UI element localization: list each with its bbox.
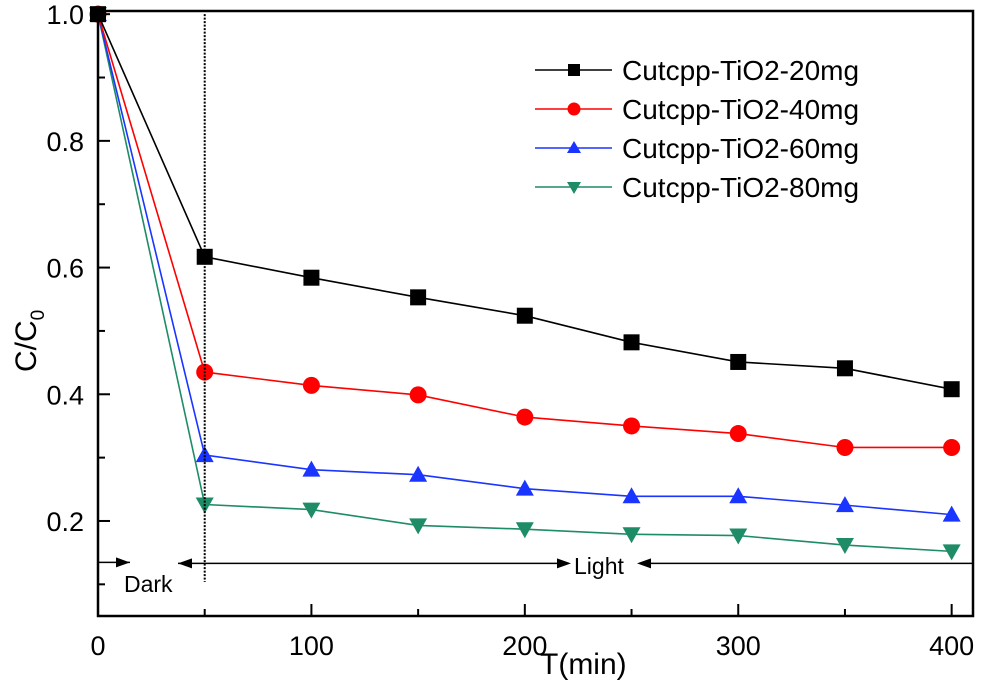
data-point	[195, 446, 214, 463]
axes: 0 100 200 300 400 0.2 0.4 0.6 0.8 1.0	[46, 0, 975, 661]
x-tick-label: 300	[716, 631, 761, 661]
data-point	[943, 438, 961, 456]
series-cutcpp-tio2-40mg	[89, 5, 961, 456]
data-point	[516, 307, 533, 324]
data-point	[515, 522, 534, 539]
data-point	[836, 438, 854, 456]
y-tick-label: 0.2	[46, 507, 84, 537]
series-line	[97, 13, 952, 516]
data-point	[730, 353, 747, 370]
data-point	[942, 544, 961, 561]
data-point	[729, 528, 748, 545]
x-axis-title: T(min)	[540, 648, 627, 681]
annotation-layer: Dark Light	[98, 553, 973, 597]
y-tick-label: 0.6	[46, 254, 84, 284]
series-cutcpp-tio2-60mg	[89, 5, 961, 522]
light-arrow-head-left	[637, 558, 651, 569]
data-point	[729, 425, 747, 443]
x-tick-label: 0	[90, 631, 105, 661]
data-point	[302, 460, 321, 477]
data-point	[515, 479, 534, 496]
data-point	[409, 518, 428, 535]
legend-item: Cutcpp-TiO2-60mg	[535, 133, 859, 164]
legend-marker	[568, 64, 580, 76]
y-tick-label: 1.0	[46, 0, 84, 30]
data-point	[409, 465, 428, 482]
data-point	[623, 417, 641, 435]
data-point	[943, 381, 960, 398]
legend: Cutcpp-TiO2-20mg Cutcpp-TiO2-40mg Cutcpp-T…	[535, 55, 859, 203]
data-point	[410, 289, 427, 306]
data-point	[622, 487, 641, 504]
legend-item: Cutcpp-TiO2-40mg	[535, 94, 859, 125]
data-point	[516, 408, 534, 426]
data-point	[303, 269, 320, 286]
data-point	[622, 527, 641, 544]
data-point	[835, 496, 854, 513]
series-cutcpp-tio2-20mg	[90, 6, 960, 398]
legend-item: Cutcpp-TiO2-20mg	[535, 55, 859, 86]
legend-label: Cutcpp-TiO2-80mg	[622, 172, 859, 203]
legend-item: Cutcpp-TiO2-80mg	[535, 172, 859, 203]
legend-marker	[567, 141, 581, 153]
y-axis-title-main: C/C	[10, 320, 43, 372]
x-tick-label: 100	[289, 631, 334, 661]
x-tick-label: 400	[929, 631, 974, 661]
data-point	[623, 334, 640, 351]
legend-marker	[567, 102, 581, 116]
data-point	[409, 386, 427, 404]
y-tick-label: 0.4	[46, 380, 84, 410]
data-point	[729, 487, 748, 504]
legend-marker	[567, 182, 581, 194]
data-point	[836, 360, 853, 377]
plot-frame	[96, 9, 975, 618]
y-axis-title-subscript: 0	[28, 310, 49, 321]
x-tick-label: 200	[502, 631, 547, 661]
data-point	[302, 376, 320, 394]
legend-label: Cutcpp-TiO2-60mg	[622, 133, 859, 164]
series-layer	[89, 5, 961, 561]
data-point	[942, 505, 961, 522]
data-point	[835, 538, 854, 555]
y-tick-label: 0.8	[46, 127, 84, 157]
light-label: Light	[574, 553, 624, 579]
dark-label: Dark	[124, 571, 173, 597]
data-point	[302, 502, 321, 519]
series-cutcpp-tio2-80mg	[89, 7, 961, 561]
y-axis-title: C/C0	[10, 310, 49, 372]
light-arrow-head-right	[557, 558, 571, 569]
legend-label: Cutcpp-TiO2-20mg	[622, 55, 859, 86]
dark-arrow-head-left	[178, 558, 192, 569]
legend-label: Cutcpp-TiO2-40mg	[622, 94, 859, 125]
dark-arrow-head	[116, 557, 130, 568]
